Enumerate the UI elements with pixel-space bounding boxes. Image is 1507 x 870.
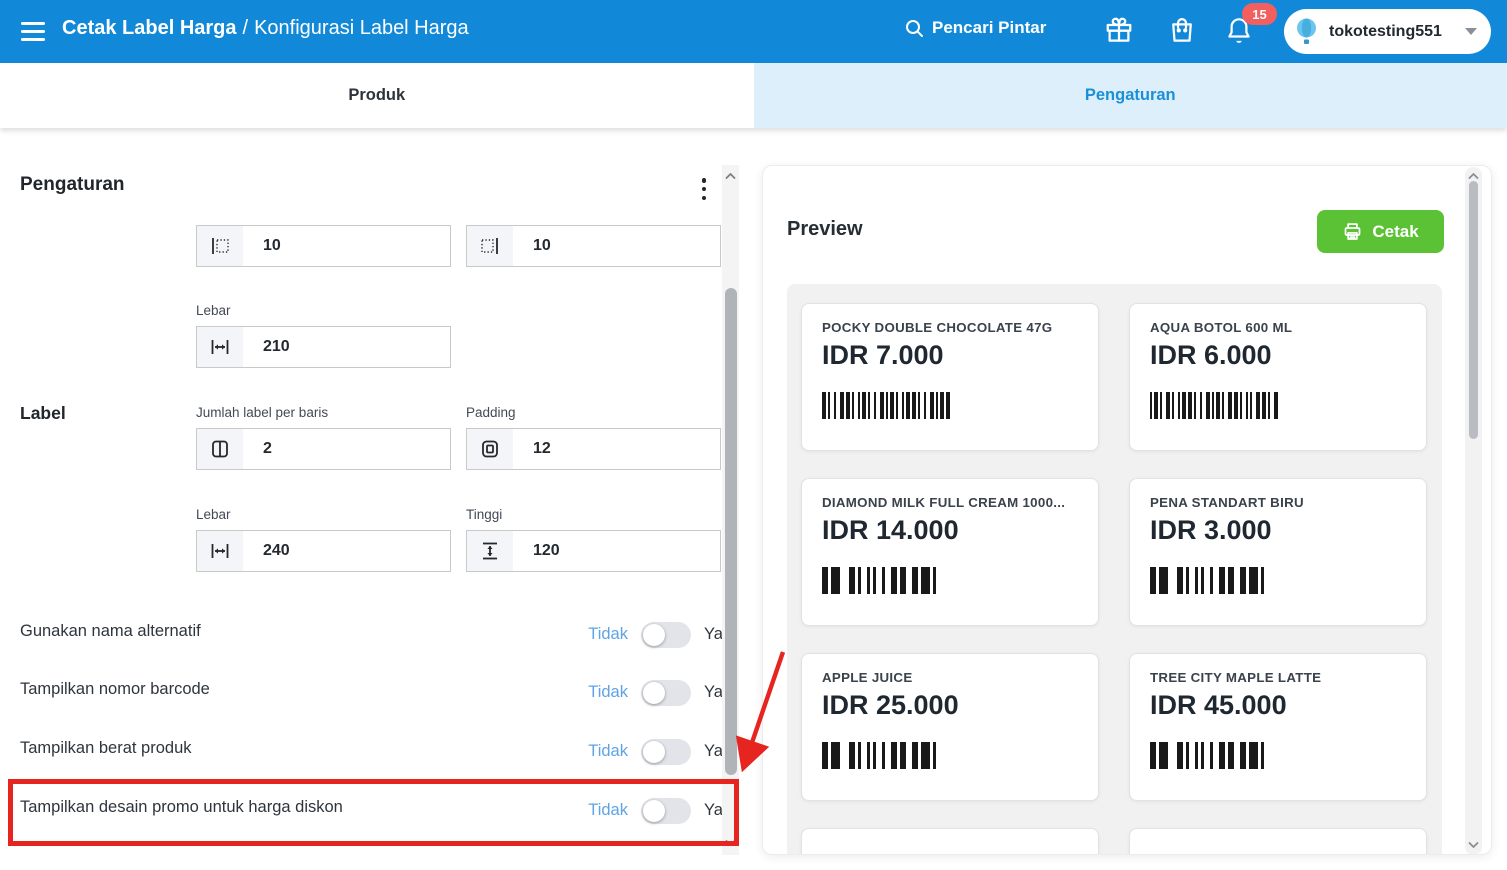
toggle-off-text: Tidak <box>588 683 628 701</box>
product-price: IDR 6.000 <box>1150 340 1272 370</box>
width-icon <box>197 531 243 571</box>
toggle-promo-design[interactable] <box>641 798 691 824</box>
product-price: IDR 7.000 <box>822 340 944 370</box>
page-title: Cetak Label Harga <box>62 17 237 39</box>
printer-icon <box>1342 221 1363 242</box>
label-width-field[interactable] <box>196 530 451 572</box>
label-padding-field[interactable] <box>466 428 721 470</box>
width-icon <box>197 327 243 367</box>
columns-icon <box>197 429 243 469</box>
product-price: IDR 3.000 <box>1150 515 1272 545</box>
product-name: DIAMOND MILK FULL CREAM 1000... <box>822 495 1066 510</box>
notification-badge: 15 <box>1242 3 1277 25</box>
search-icon <box>905 19 924 38</box>
account-menu[interactable]: tokotesting551 <box>1284 9 1491 54</box>
print-button[interactable]: Cetak <box>1317 210 1444 253</box>
barcode-image <box>1150 567 1264 594</box>
tab-pengaturan[interactable]: Pengaturan <box>753 63 1507 128</box>
toggle-label-product-weight: Tampilkan berat produk <box>20 739 192 757</box>
scrollbar-thumb[interactable] <box>1469 181 1478 439</box>
toggle-on-text: Ya <box>704 742 723 760</box>
toggle-off-text: Tidak <box>588 801 628 819</box>
shopping-bag-icon[interactable] <box>1167 15 1197 47</box>
chevron-down-icon <box>1465 28 1477 35</box>
scrollbar-thumb[interactable] <box>724 288 737 775</box>
product-name: APPLE JUICE <box>822 670 913 685</box>
label-card: PENA STANDART BIRU IDR 3.000 <box>1129 478 1427 626</box>
smart-search-button[interactable]: Pencari Pintar <box>905 18 1046 38</box>
gift-icon[interactable] <box>1104 15 1134 47</box>
toggle-on-text: Ya <box>704 801 723 819</box>
preview-panel: Preview Cetak POCKY DOUBLE CHOCOLATE 47G… <box>762 165 1492 855</box>
barcode-image <box>1150 392 1278 419</box>
balloon-icon <box>1293 17 1320 47</box>
page-subtitle: Konfigurasi Label Harga <box>254 17 469 39</box>
scroll-down-icon[interactable] <box>1468 841 1479 849</box>
page-margin-right-field[interactable] <box>466 225 721 267</box>
barcode-image <box>822 742 936 769</box>
toggle-on-text: Ya <box>704 625 723 643</box>
barcode-image <box>822 567 936 594</box>
app-header: Cetak Label Harga / Konfigurasi Label Harg… <box>0 0 1507 63</box>
tab-bar: Produk Pengaturan <box>0 63 1507 128</box>
product-name: TREE CITY MAPLE LATTE <box>1150 670 1322 685</box>
product-name: AQUA BOTOL 600 ML <box>1150 320 1293 335</box>
label-card: DIAMOND MILK FULL CREAM 1000... IDR 14.0… <box>801 478 1099 626</box>
menu-icon[interactable] <box>21 22 45 41</box>
product-name: POCKY DOUBLE CHOCOLATE 47G <box>822 320 1053 335</box>
label-card-partial <box>1129 828 1427 854</box>
toggle-on-text: Ya <box>704 683 723 701</box>
label-card: AQUA BOTOL 600 ML IDR 6.000 <box>1129 303 1427 451</box>
labels-preview-region: POCKY DOUBLE CHOCOLATE 47G IDR 7.000 AQU… <box>787 284 1442 854</box>
label-padding-label: Padding <box>466 405 516 420</box>
product-name: PENA STANDART BIRU <box>1150 495 1304 510</box>
barcode-image <box>1150 742 1264 769</box>
page-width-label: Lebar <box>196 303 231 318</box>
settings-heading: Pengaturan <box>20 174 125 195</box>
labels-per-row-label: Jumlah label per baris <box>196 405 329 420</box>
toggle-label-alt-name: Gunakan nama alternatif <box>20 622 201 640</box>
product-price: IDR 14.000 <box>822 515 959 545</box>
label-card: APPLE JUICE IDR 25.000 <box>801 653 1099 801</box>
label-height-label: Tinggi <box>466 507 503 522</box>
product-price: IDR 25.000 <box>822 690 959 720</box>
toggle-barcode-number[interactable] <box>641 680 691 706</box>
search-label: Pencari Pintar <box>932 18 1047 37</box>
toggle-label-promo-design: Tampilkan desain promo untuk harga disko… <box>20 798 343 816</box>
barcode-image <box>822 392 950 419</box>
toggle-label-barcode-number: Tampilkan nomor barcode <box>20 680 210 698</box>
padding-box-icon <box>467 429 513 469</box>
account-name: tokotesting551 <box>1329 22 1442 40</box>
label-card: TREE CITY MAPLE LATTE IDR 45.000 <box>1129 653 1427 801</box>
product-price: IDR 45.000 <box>1150 690 1287 720</box>
label-width-label: Lebar <box>196 507 231 522</box>
label-height-field[interactable] <box>466 530 721 572</box>
page-margin-left-field[interactable] <box>196 225 451 267</box>
padding-right-icon <box>467 226 513 266</box>
page-width-field[interactable] <box>196 326 451 368</box>
toggle-product-weight[interactable] <box>641 739 691 765</box>
scroll-up-icon[interactable] <box>1468 172 1479 180</box>
preview-title: Preview <box>787 218 863 240</box>
more-options-icon[interactable] <box>697 178 711 200</box>
toggle-off-text: Tidak <box>588 742 628 760</box>
tab-produk[interactable]: Produk <box>0 63 754 128</box>
padding-left-icon <box>197 226 243 266</box>
print-button-label: Cetak <box>1372 221 1419 241</box>
toggle-off-text: Tidak <box>588 625 628 643</box>
scroll-down-icon[interactable] <box>725 839 736 847</box>
scroll-up-icon[interactable] <box>725 172 736 180</box>
preview-scrollbar[interactable] <box>1465 167 1482 854</box>
label-card-partial <box>801 828 1099 854</box>
breadcrumb: Cetak Label Harga / Konfigurasi Label Harg… <box>62 17 469 39</box>
label-section-title: Label <box>20 403 66 423</box>
label-card: POCKY DOUBLE CHOCOLATE 47G IDR 7.000 <box>801 303 1099 451</box>
toggle-alt-name[interactable] <box>641 622 691 648</box>
height-icon <box>467 531 513 571</box>
settings-scrollbar[interactable] <box>722 165 739 855</box>
labels-per-row-field[interactable] <box>196 428 451 470</box>
